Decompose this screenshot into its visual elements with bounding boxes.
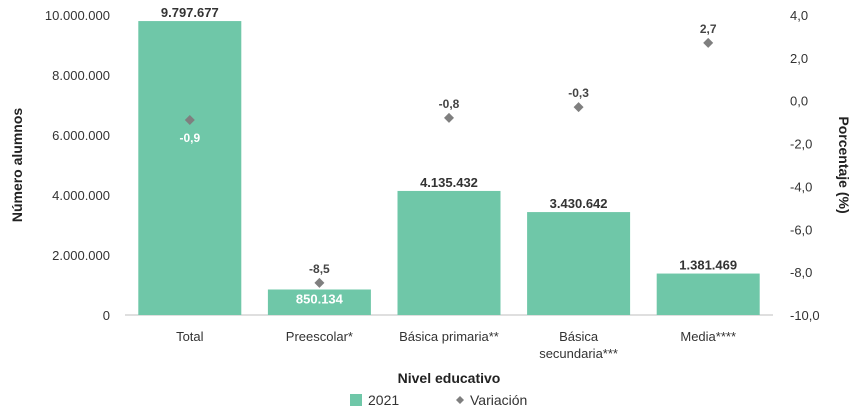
- y-axis-title: Número alumnos: [9, 108, 25, 223]
- category-label: Básica: [559, 329, 599, 344]
- category-label: Media****: [680, 329, 736, 344]
- variation-label: 2,7: [700, 22, 717, 36]
- legend-swatch-variacion: [456, 396, 464, 404]
- bar: [527, 212, 631, 315]
- legend-swatch-2021: [350, 394, 362, 406]
- legend-label-2021: 2021: [368, 392, 399, 408]
- right-tick-label: 4,0: [790, 8, 808, 23]
- variation-marker: [314, 277, 325, 288]
- y2-axis-title: Porcentaje (%): [836, 116, 852, 213]
- variation-marker: [184, 115, 195, 125]
- bars: 9.797.677 850.134 4.135.432 3.430.642 1.381.…: [138, 5, 760, 315]
- left-axis-ticks: 0 2.000.000 4.000.000 6.000.000 8.000.000 10.…: [45, 8, 110, 323]
- left-tick-label: 6.000.000: [52, 128, 110, 143]
- variation-label: -0,9: [179, 131, 200, 145]
- right-tick-label: -4,0: [790, 179, 812, 194]
- left-tick-label: 8.000.000: [52, 68, 110, 83]
- variation-marker: [703, 37, 714, 48]
- category-label: secundaria***: [539, 346, 618, 361]
- category-labels: Total Preescolar* Básica primaria** Básica s…: [176, 329, 736, 361]
- right-tick-label: -6,0: [790, 222, 812, 237]
- category-label: Preescolar*: [286, 329, 353, 344]
- left-tick-label: 2.000.000: [52, 248, 110, 263]
- legend-label-variacion: Variación: [470, 392, 527, 408]
- bar: [138, 21, 242, 315]
- right-tick-label: 0,0: [790, 94, 808, 109]
- left-tick-label: 10.000.000: [45, 8, 110, 23]
- bar-value-label: 3.430.642: [550, 196, 608, 211]
- right-axis-ticks: -10,0 -8,0 -6,0 -4,0 -2,0 0,0 2,0 4,0: [790, 8, 820, 323]
- variation-label: -0,8: [439, 97, 460, 111]
- left-tick-label: 0: [103, 308, 110, 323]
- bar-value-label: 1.381.469: [679, 258, 737, 273]
- bar-value-label: 9.797.677: [161, 5, 219, 20]
- bar-value-label: 850.134: [296, 291, 344, 306]
- bar-value-label: 4.135.432: [420, 175, 478, 190]
- right-tick-label: 2,0: [790, 51, 808, 66]
- bar: [267, 289, 371, 315]
- variation-markers: -0,9 -8,5 -0,8 -0,3 2,7: [179, 22, 717, 288]
- category-label: Básica primaria**: [399, 329, 499, 344]
- bar: [397, 190, 501, 315]
- legend: 2021 Variación: [350, 392, 527, 408]
- variation-label: -8,5: [309, 262, 330, 276]
- right-tick-label: -8,0: [790, 265, 812, 280]
- variation-marker: [573, 102, 584, 113]
- right-tick-label: -10,0: [790, 308, 820, 323]
- variation-marker: [444, 112, 454, 123]
- x-axis-title: Nivel educativo: [398, 370, 501, 386]
- left-tick-label: 4.000.000: [52, 188, 110, 203]
- category-label: Total: [176, 329, 204, 344]
- bar: [656, 273, 760, 315]
- right-tick-label: -2,0: [790, 137, 812, 152]
- variation-label: -0,3: [568, 86, 589, 100]
